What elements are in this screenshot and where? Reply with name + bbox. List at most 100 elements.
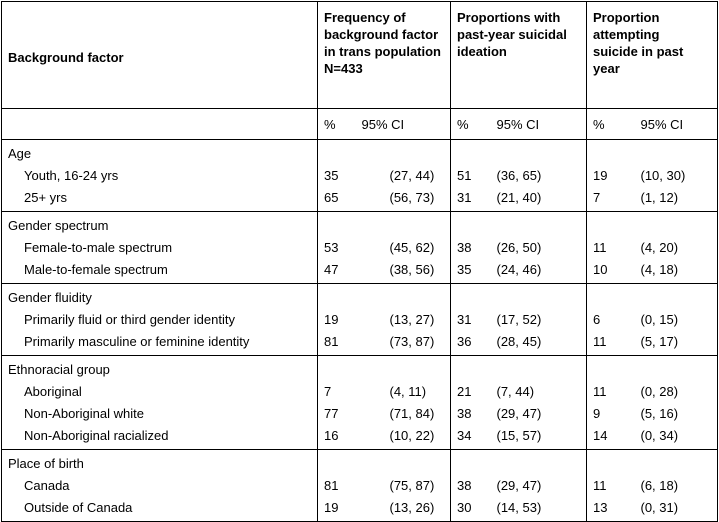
ideation-ci: (15, 57) <box>496 427 542 443</box>
attempt-pct: 7 <box>586 186 621 212</box>
row-label: Non-Aboriginal racialized <box>1 424 318 450</box>
freq-pct: 77 <box>317 402 350 424</box>
table-row: Primarily fluid or third gender identity… <box>1 308 718 330</box>
row-label: Primarily fluid or third gender identity <box>1 308 318 330</box>
table-row: Outside of Canada 19 (13, 26) 30 (14, 53) 13(… <box>1 496 718 522</box>
freq-ci: (71, 84) <box>389 405 435 421</box>
blank-cell <box>317 139 350 164</box>
group-row: Age <box>1 139 718 165</box>
blank-cell <box>317 355 350 380</box>
subheader-pct: % <box>586 108 621 140</box>
freq-pct: 47 <box>317 258 350 284</box>
row-label: Non-Aboriginal white <box>1 402 318 424</box>
blank-cell <box>620 139 718 164</box>
header-frequency-n: N=433 <box>324 61 363 76</box>
group-title: Place of birth <box>1 449 318 474</box>
blank-cell <box>586 211 621 236</box>
freq-pct: 35 <box>317 164 350 186</box>
attempt-ci: (1, 12) <box>620 186 718 212</box>
freq-ci: (45, 62) <box>389 239 435 255</box>
ideation-pct: 21 <box>450 380 485 402</box>
freq-pct: 19 <box>317 496 350 522</box>
header-frequency: Frequency of background factor in trans … <box>317 1 451 109</box>
ideation-ci: (36, 65) <box>496 167 542 183</box>
blank-cell <box>349 283 451 308</box>
ideation-ci: (21, 40) <box>496 189 542 205</box>
freq-ci: (13, 26) <box>349 496 451 522</box>
attempt-pct: 11 <box>586 330 621 356</box>
subheader-ci: 95% CI <box>620 108 718 140</box>
subheader-ci: 95% CI <box>484 108 587 140</box>
blank-cell <box>485 140 587 165</box>
subheader-ci: 95% CI <box>349 108 451 140</box>
attempt-pct: 19 <box>586 164 621 186</box>
blank-cell <box>586 283 621 308</box>
attempt-pct: 11 <box>586 380 621 402</box>
ideation-pct: 51 <box>450 164 485 186</box>
blank-cell <box>317 449 350 474</box>
freq-ci: (27, 44) <box>389 167 435 183</box>
freq-ci: (10, 22) <box>389 427 435 443</box>
blank-cell <box>450 355 485 380</box>
attempt-ci: (0, 31) <box>620 496 718 522</box>
ideation-pct: 38 <box>450 402 485 424</box>
freq-ci: (13, 27) <box>389 311 435 327</box>
row-label: Canada <box>1 474 318 496</box>
attempt-pct: 11 <box>586 474 621 496</box>
group-row: Ethnoracial group <box>1 355 718 380</box>
blank-cell <box>620 211 718 236</box>
header-ideation-title: Proportions with past-year suicidal idea… <box>457 10 567 59</box>
ideation-pct: 31 <box>450 308 485 330</box>
table-row: Non-Aboriginal racialized 16 (10, 22) 34 (15… <box>1 424 718 450</box>
blank-cell <box>349 449 451 474</box>
ideation-pct: 38 <box>450 474 485 496</box>
table-row: Male-to-female spectrum 47 (38, 56) 35 (24, … <box>1 258 718 284</box>
blank-cell <box>349 211 451 236</box>
header-frequency-title: Frequency of background factor in trans … <box>324 10 441 59</box>
attempt-pct: 13 <box>586 496 621 522</box>
blank-cell <box>586 449 621 474</box>
blank-cell <box>350 140 451 165</box>
group-row: Gender spectrum <box>1 211 718 236</box>
blank-cell <box>620 449 718 474</box>
ideation-pct: 31 <box>450 186 485 212</box>
freq-ci: (38, 56) <box>389 261 435 277</box>
attempt-ci: (4, 20) <box>620 236 718 258</box>
freq-pct: 16 <box>317 424 350 450</box>
subheader-pct: % <box>317 108 350 140</box>
ideation-pct: 38 <box>450 236 485 258</box>
blank-cell <box>586 139 621 164</box>
attempt-ci: (0, 28) <box>620 380 718 402</box>
ideation-ci: (24, 46) <box>496 261 542 277</box>
ideation-ci: (28, 45) <box>496 333 542 349</box>
attempt-ci: (5, 17) <box>620 330 718 356</box>
blank-cell <box>349 355 451 380</box>
table-row: Non-Aboriginal white 77 (71, 84) 38 (29, 47)… <box>1 402 718 424</box>
header-attempt-title: Proportion attempting suicide in past ye… <box>593 10 684 76</box>
blank-cell <box>484 283 587 308</box>
attempt-ci: (0, 15) <box>620 308 718 330</box>
table-row: 25+ yrs 65 (56, 73) 31 (21, 40) 7 (1, 12) <box>1 186 718 212</box>
attempt-pct: 11 <box>586 236 621 258</box>
freq-pct: 19 <box>317 308 350 330</box>
group-title: Gender fluidity <box>1 283 318 308</box>
freq-pct: 7 <box>317 380 350 402</box>
blank-cell <box>450 139 485 164</box>
freq-pct: 81 <box>317 330 350 356</box>
ideation-ci: (29, 47) <box>496 477 542 493</box>
freq-ci: (4, 11) <box>389 383 427 399</box>
row-label: Primarily masculine or feminine identity <box>1 330 318 356</box>
attempt-ci: (4, 18) <box>620 258 718 284</box>
subheader-pct: % <box>450 108 485 140</box>
group-title: Age <box>1 139 318 164</box>
header-ideation: Proportions with past-year suicidal idea… <box>450 1 587 109</box>
ideation-ci: (26, 50) <box>496 239 542 255</box>
attempt-ci: (6, 18) <box>620 474 718 496</box>
blank-cell <box>620 283 718 308</box>
freq-ci: (73, 87) <box>389 333 435 349</box>
freq-pct: 65 <box>317 186 350 212</box>
header-attempt: Proportion attempting suicide in past ye… <box>586 1 718 109</box>
blank-cell <box>484 449 587 474</box>
attempt-ci: (0, 34) <box>620 424 718 450</box>
row-label: Youth, 16-24 yrs <box>1 164 318 186</box>
